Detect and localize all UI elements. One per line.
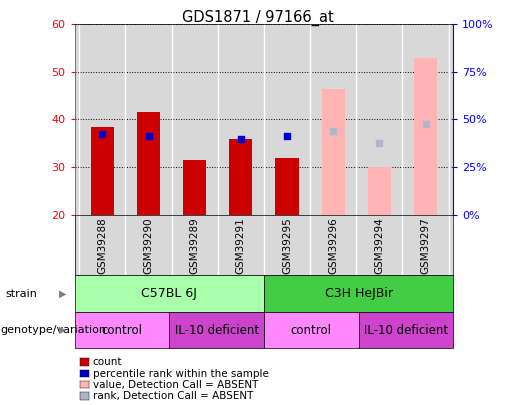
Text: IL-10 deficient: IL-10 deficient xyxy=(364,324,448,337)
Bar xyxy=(276,158,299,215)
Point xyxy=(283,133,291,139)
Text: ▶: ▶ xyxy=(59,325,67,335)
Bar xyxy=(414,58,437,215)
Text: GSM39294: GSM39294 xyxy=(374,218,384,275)
Bar xyxy=(183,160,206,215)
Bar xyxy=(91,127,114,215)
Text: IL-10 deficient: IL-10 deficient xyxy=(175,324,259,337)
Text: GSM39290: GSM39290 xyxy=(144,218,153,274)
Text: GSM39291: GSM39291 xyxy=(236,218,246,275)
Point xyxy=(237,135,245,142)
Point xyxy=(421,121,430,128)
Bar xyxy=(322,89,345,215)
Bar xyxy=(137,112,160,215)
Text: value, Detection Call = ABSENT: value, Detection Call = ABSENT xyxy=(93,380,258,390)
Text: ▶: ▶ xyxy=(59,289,67,298)
Bar xyxy=(264,312,358,348)
Point xyxy=(375,140,384,147)
Text: GSM39296: GSM39296 xyxy=(328,218,338,275)
Text: GSM39289: GSM39289 xyxy=(190,218,200,275)
Bar xyxy=(358,312,453,348)
Text: GDS1871 / 97166_at: GDS1871 / 97166_at xyxy=(182,10,333,26)
Text: count: count xyxy=(93,358,122,367)
Text: C57BL 6J: C57BL 6J xyxy=(142,287,197,300)
Bar xyxy=(368,167,391,215)
Bar xyxy=(75,275,264,312)
Text: genotype/variation: genotype/variation xyxy=(0,325,106,335)
Point xyxy=(98,130,107,137)
Bar xyxy=(264,275,453,312)
Bar xyxy=(229,139,252,215)
Point xyxy=(329,128,337,134)
Text: rank, Detection Call = ABSENT: rank, Detection Call = ABSENT xyxy=(93,392,253,401)
Point xyxy=(144,133,152,139)
Text: control: control xyxy=(101,324,143,337)
Bar xyxy=(169,312,264,348)
Bar xyxy=(75,312,169,348)
Text: strain: strain xyxy=(5,289,37,298)
Text: percentile rank within the sample: percentile rank within the sample xyxy=(93,369,269,379)
Text: GSM39288: GSM39288 xyxy=(97,218,107,275)
Text: GSM39295: GSM39295 xyxy=(282,218,292,275)
Text: control: control xyxy=(291,324,332,337)
Text: GSM39297: GSM39297 xyxy=(421,218,431,275)
Text: C3H HeJBir: C3H HeJBir xyxy=(324,287,392,300)
